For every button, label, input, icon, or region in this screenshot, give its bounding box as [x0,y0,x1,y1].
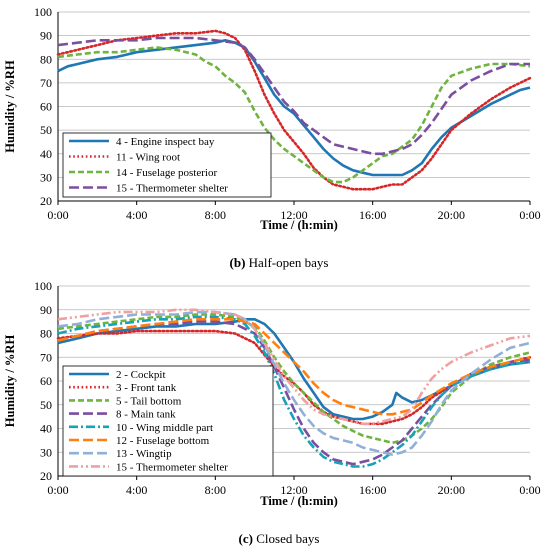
x-tick-label: 20:00 [438,208,465,222]
figure-caption: (c) Closed bays [239,531,320,546]
y-tick-label: 70 [40,76,52,90]
legend-label: 15 - Thermometer shelter [116,461,228,473]
y-tick-label: 100 [34,5,52,19]
y-tick-label: 30 [40,170,52,184]
series-line-3 [57,36,530,156]
series-line-7 [57,308,531,426]
legend-label: 4 - Engine inspect bay [116,136,215,148]
x-tick-label: 0:00 [519,208,540,222]
y-tick-label: 50 [40,398,52,412]
y-tick-label: 100 [34,279,52,293]
y-tick-label: 80 [40,52,52,66]
x-tick-label: 0:00 [47,208,68,222]
legend-label: 3 - Front tank [116,382,177,394]
y-tick-label: 90 [40,29,52,43]
y-tick-label: 60 [40,100,52,114]
x-tick-label: 20:00 [438,483,465,497]
legend-label: 5 - Tail bottom [116,395,182,407]
x-axis-title: Time / (h:min) [260,494,338,508]
y-tick-label: 80 [40,327,52,341]
series-line-1 [56,329,532,426]
x-tick-label: 0:00 [519,483,540,497]
legend: 4 - Engine inspect bay 11 - Wing root 14 -… [62,132,272,198]
series-line-2 [57,313,531,445]
x-tick-label: 4:00 [126,208,147,222]
series-line-1 [56,29,532,191]
legend-label: 2 - Cockpit [116,369,166,381]
legend-label: 13 - Wingtip [116,448,172,460]
y-tick-label: 60 [40,374,52,388]
y-tick-label: 40 [40,422,52,436]
figure-caption: (b) Half-open bays [230,255,329,270]
y-tick-label: 20 [40,469,52,483]
x-tick-label: 12:00 [280,208,307,222]
x-tick-label: 16:00 [359,483,386,497]
series-line-5 [57,318,531,416]
series-line-2 [57,46,531,184]
x-tick-label: 8:00 [205,483,226,497]
y-tick-label: 30 [40,445,52,459]
y-tick-label: 40 [40,147,52,161]
legend-label: 15 - Thermometer shelter [116,183,228,195]
x-tick-label: 16:00 [359,208,386,222]
y-axis-title: Humidity / %RH [3,60,17,153]
x-tick-label: 0:00 [47,483,68,497]
legend-label: 14 - Fuselage posterior [116,167,217,179]
legend-box [62,365,274,477]
x-tick-label: 4:00 [126,483,147,497]
legend-label: 10 - Wing middle part [116,422,213,434]
x-tick-label: 12:00 [280,483,307,497]
x-tick-label: 8:00 [205,208,226,222]
series-line-0 [57,318,531,421]
legend-label: 12 - Fuselage bottom [116,435,210,447]
series-line-0 [57,39,531,177]
series-line-4 [57,315,531,468]
y-tick-label: 70 [40,350,52,364]
chart-1: 20 30 40 50 60 70 80 90 100 0:00 4:00 8:00 12:00 16:0… [3,279,541,546]
chart-0: 20 30 40 50 60 70 80 90 100 0:00 4:00 8:00 12:00 16:0… [3,5,541,270]
y-tick-label: 90 [40,303,52,317]
series-line-3 [57,320,531,466]
series-line-6 [57,310,531,456]
y-tick-label: 20 [40,194,52,208]
y-axis-title: Humidity / %RH [3,335,17,428]
legend-label: 8 - Main tank [116,409,176,421]
x-axis-title: Time / (h:min) [260,218,338,232]
y-tick-label: 50 [40,123,52,137]
legend-label: 11 - Wing root [116,152,180,164]
